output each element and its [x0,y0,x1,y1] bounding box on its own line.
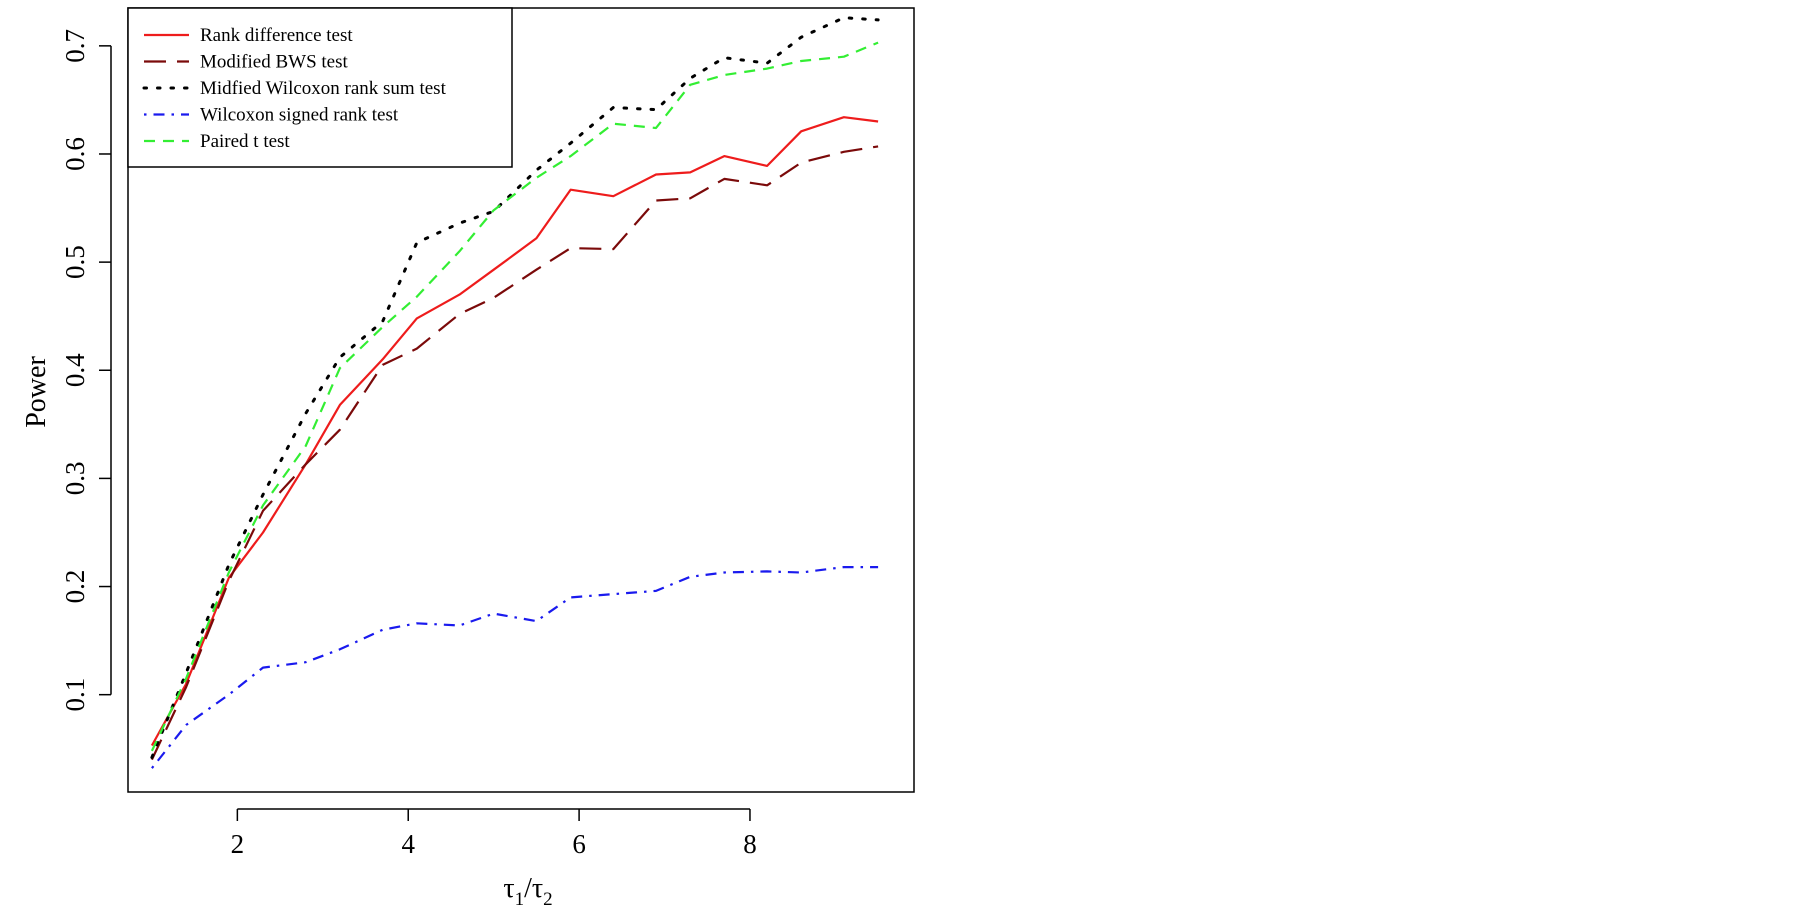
legend-label-2: Modified BWS test [200,52,348,73]
y-tick-label: 0.7 [60,29,90,63]
y-axis-title: Power [21,356,52,428]
plot-frame [127,7,915,793]
x-title-tau1: τ [503,873,514,904]
series-line-1 [150,116,879,747]
y-tick-label: 0.4 [60,353,90,387]
legend-label-4: Wilcoxon signed rank test [200,105,399,126]
series-line-5 [150,41,879,752]
series-line-2 [150,145,879,761]
y-axis: 0.1 0.2 0.3 0.4 0.5 0.6 0.7 [60,29,112,712]
series-layer [150,16,880,769]
y-tick-label: 0.5 [60,245,90,279]
series-line-4 [151,565,879,769]
y-tick-label: 0.3 [60,462,90,496]
y-tick-label: 0.6 [60,137,90,171]
svg-text:τ1/τ2: τ1/τ2 [503,873,552,910]
x-axis-title: τ1/τ2 [503,873,552,910]
series-line-3 [150,16,880,759]
x-tick-label: 2 [231,829,245,859]
legend-label-3: Midfied Wilcoxon rank sum test [200,78,447,99]
y-tick-label: 0.1 [60,678,90,712]
legend-box [127,7,513,168]
x-tick-label: 4 [401,829,415,859]
legend-label-1: Rank difference test [200,25,353,46]
x-tick-label: 8 [743,829,757,859]
legend: Rank difference test Modified BWS test Mid… [127,7,513,168]
x-axis: 2 4 6 8 [231,808,757,859]
y-tick-label: 0.2 [60,570,90,604]
x-tick-label: 6 [572,829,586,859]
legend-label-5: Paired t test [200,131,290,152]
